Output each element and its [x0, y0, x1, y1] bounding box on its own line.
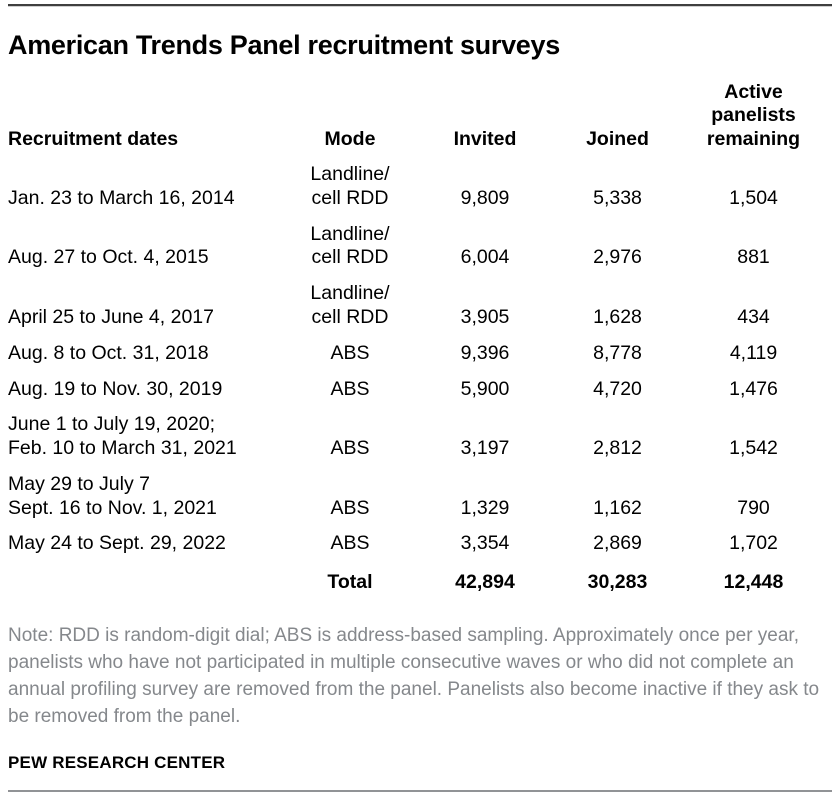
date-cell: Jan. 23 to March 16, 2014: [8, 186, 235, 209]
note-text: Note: RDD is random-digit dial; ABS is a…: [8, 624, 820, 727]
remaining-cell: 1,542: [729, 437, 778, 460]
mode-cell: ABS: [330, 437, 370, 460]
invited-cell: 5,900: [460, 377, 510, 400]
mode-cell: ABS: [330, 532, 370, 555]
total-empty-cell: [8, 562, 290, 603]
total-row: Total 42,894 30,283 12,448: [8, 562, 832, 603]
joined-cell: 8,778: [593, 341, 642, 364]
mode-cell: ABS: [330, 341, 370, 364]
date-cell: May 24 to Sept. 29, 2022: [8, 532, 226, 555]
invited-cell: 6,004: [460, 246, 510, 269]
joined-cell: 5,338: [593, 186, 642, 209]
invited-cell: 9,809: [460, 186, 510, 209]
total-remaining: 12,448: [723, 571, 784, 594]
remaining-cell: 1,476: [729, 377, 778, 400]
top-rule: [8, 4, 832, 7]
total-invited: 42,894: [455, 571, 515, 594]
date-cell: April 25 to June 4, 2017: [8, 305, 214, 328]
joined-cell: 4,720: [593, 377, 642, 400]
table-header-row: Recruitment dates Mode Invited Joined Ac…: [8, 75, 832, 157]
date-cell: June 1 to July 19, 2020; Feb. 10 to Marc…: [8, 413, 237, 460]
column-header-recruitment-dates: Recruitment dates: [8, 128, 179, 151]
joined-cell: 1,162: [593, 496, 642, 519]
column-header-invited: Invited: [453, 128, 517, 151]
date-cell: Aug. 27 to Oct. 4, 2015: [8, 246, 209, 269]
table-row: April 25 to June 4, 2017 Landline/ cell …: [8, 276, 832, 336]
remaining-cell: 1,504: [729, 186, 778, 209]
date-cell: Aug. 19 to Nov. 30, 2019: [8, 377, 223, 400]
invited-cell: 3,905: [460, 305, 510, 328]
mode-cell: ABS: [330, 377, 370, 400]
table-row: May 24 to Sept. 29, 2022 ABS 3,354 2,869…: [8, 526, 832, 562]
table-row: May 29 to July 7 Sept. 16 to Nov. 1, 202…: [8, 467, 832, 527]
table-row: Aug. 27 to Oct. 4, 2015 Landline/ cell R…: [8, 217, 832, 277]
page-title: American Trends Panel recruitment survey…: [8, 30, 560, 60]
joined-cell: 1,628: [593, 305, 642, 328]
mode-cell: Landline/ cell RDD: [310, 282, 390, 328]
total-joined: 30,283: [587, 571, 648, 594]
column-header-active-panelists-remaining: Active panelists remaining: [675, 75, 832, 157]
source-label: PEW RESEARCH CENTER: [8, 752, 226, 772]
joined-cell: 2,812: [593, 437, 642, 460]
figure-container: American Trends Panel recruitment survey…: [8, 30, 832, 772]
table-row: Aug. 19 to Nov. 30, 2019 ABS 5,900 4,720…: [8, 372, 832, 408]
table-row: Jan. 23 to March 16, 2014 Landline/ cell…: [8, 157, 832, 217]
table-row: Aug. 8 to Oct. 31, 2018 ABS 9,396 8,778 …: [8, 336, 832, 372]
invited-cell: 9,396: [460, 341, 510, 364]
date-cell: May 29 to July 7 Sept. 16 to Nov. 1, 202…: [8, 472, 217, 519]
total-label: Total: [327, 571, 373, 594]
column-header-joined: Joined: [586, 128, 649, 151]
bottom-rule: [8, 790, 832, 792]
column-header-active-panelists-remaining-label: Active panelists remaining: [706, 80, 801, 151]
mode-cell: Landline/ cell RDD: [310, 163, 390, 209]
joined-cell: 2,869: [593, 532, 642, 555]
mode-cell: ABS: [330, 496, 370, 519]
date-cell: Aug. 8 to Oct. 31, 2018: [8, 341, 209, 364]
mode-cell: Landline/ cell RDD: [310, 222, 390, 269]
invited-cell: 3,354: [460, 532, 510, 555]
remaining-cell: 1,702: [729, 532, 778, 555]
recruitment-table: Recruitment dates Mode Invited Joined Ac…: [8, 75, 832, 603]
remaining-cell: 790: [737, 496, 770, 519]
table-body: Jan. 23 to March 16, 2014 Landline/ cell…: [8, 157, 832, 603]
table-header: Recruitment dates Mode Invited Joined Ac…: [8, 75, 832, 157]
column-header-mode: Mode: [324, 128, 376, 151]
remaining-cell: 434: [737, 305, 770, 328]
remaining-cell: 4,119: [729, 341, 778, 364]
joined-cell: 2,976: [593, 246, 642, 269]
invited-cell: 3,197: [460, 437, 510, 460]
remaining-cell: 881: [737, 246, 770, 269]
table-row: June 1 to July 19, 2020; Feb. 10 to Marc…: [8, 407, 832, 467]
invited-cell: 1,329: [460, 496, 510, 519]
